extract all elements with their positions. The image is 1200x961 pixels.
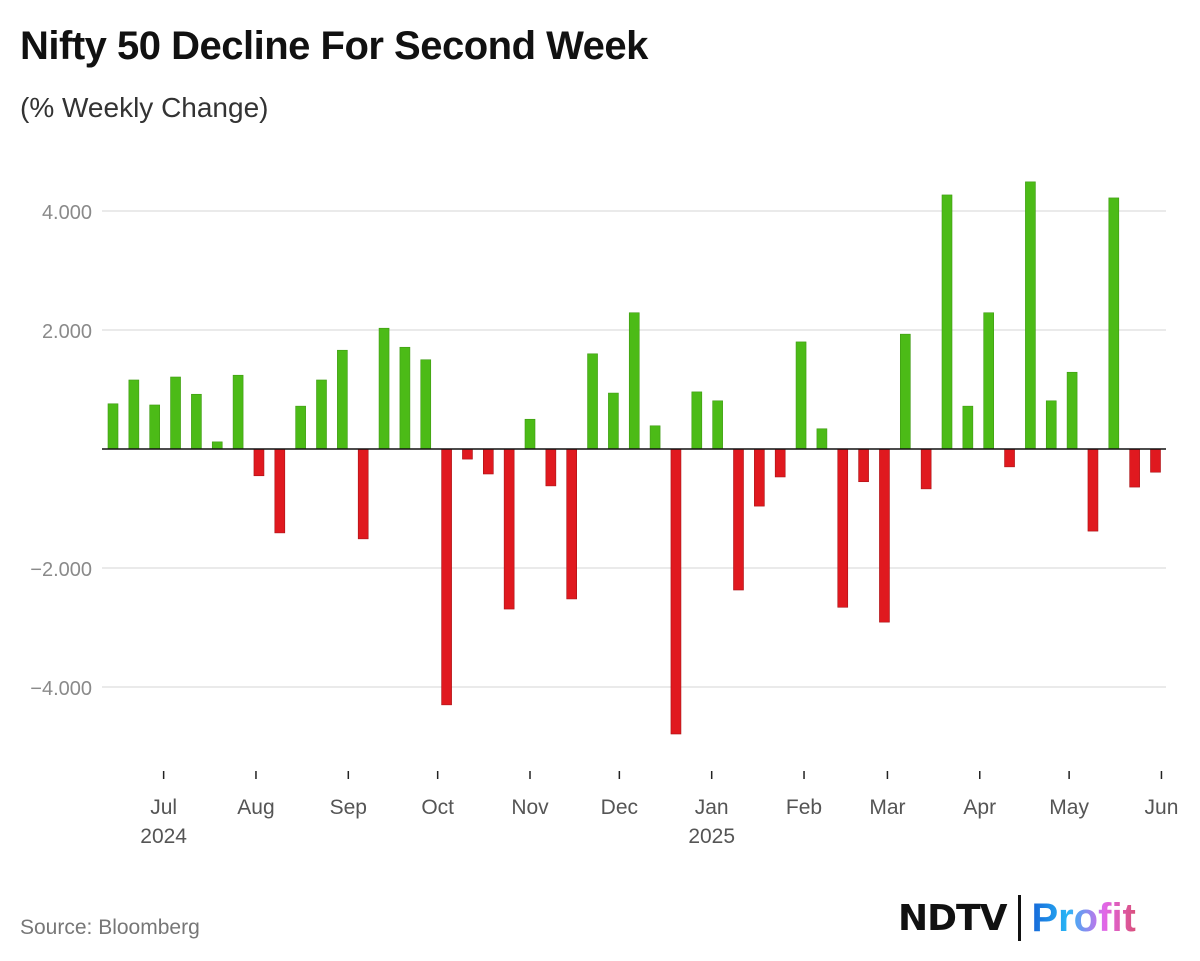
bar xyxy=(378,327,390,450)
bar xyxy=(462,448,473,460)
bar xyxy=(274,448,286,534)
chart-title: Nifty 50 Decline For Second Week xyxy=(20,24,648,68)
bar xyxy=(837,448,849,608)
x-tick-label: Dec xyxy=(601,796,638,819)
source-note: Source: Bloomberg xyxy=(20,916,200,939)
bar xyxy=(107,403,119,450)
bar xyxy=(962,405,974,450)
bar xyxy=(482,448,494,475)
bar xyxy=(170,376,181,450)
bar xyxy=(1150,448,1161,473)
bar xyxy=(545,448,557,487)
logo-divider xyxy=(1018,895,1022,941)
bar xyxy=(983,312,995,450)
bar xyxy=(128,379,140,450)
x-year-label: 2024 xyxy=(140,825,187,848)
bar xyxy=(524,418,536,450)
logo-ndtv: NDTV xyxy=(898,897,1007,939)
x-tick-label: Jan xyxy=(695,796,729,819)
y-tick-label: −4.000 xyxy=(30,678,92,700)
ndtv-profit-logo: NDTV Profit xyxy=(898,888,1136,948)
bar xyxy=(754,448,765,507)
bar xyxy=(920,448,932,490)
x-tick-label: Apr xyxy=(963,796,996,819)
bar xyxy=(795,341,807,450)
y-tick-label: 4.000 xyxy=(42,202,92,224)
bar xyxy=(211,441,223,450)
bar xyxy=(1045,400,1057,450)
bar xyxy=(1087,448,1099,532)
bar xyxy=(649,425,661,450)
bar xyxy=(774,448,786,478)
bar xyxy=(503,448,515,610)
bar xyxy=(587,353,598,450)
y-tick-label: 2.000 xyxy=(42,321,92,343)
bar xyxy=(941,194,953,450)
bar xyxy=(1066,371,1078,450)
bar xyxy=(670,448,682,735)
y-tick-label: −2.000 xyxy=(30,559,92,581)
bar xyxy=(1004,448,1015,468)
bar xyxy=(691,391,703,450)
x-tick-label: Aug xyxy=(237,796,274,819)
x-tick-label: Jun xyxy=(1145,796,1179,819)
bar xyxy=(337,349,348,450)
x-tick-label: May xyxy=(1049,796,1089,819)
bar xyxy=(712,400,723,450)
x-tick-label: Feb xyxy=(786,796,822,819)
x-tick-label: Nov xyxy=(511,796,549,819)
bar xyxy=(608,392,619,450)
bar xyxy=(879,448,890,623)
bar xyxy=(295,405,306,450)
bar xyxy=(191,393,202,450)
bar xyxy=(253,448,265,477)
x-year-label: 2025 xyxy=(688,825,735,848)
bar xyxy=(149,404,160,450)
bar xyxy=(441,448,452,706)
bar xyxy=(316,379,327,450)
bar xyxy=(733,448,744,591)
bar xyxy=(232,374,244,450)
x-tick-label: Mar xyxy=(869,796,905,819)
bar xyxy=(899,333,911,450)
bar xyxy=(1025,181,1036,450)
bar xyxy=(399,346,411,450)
bar xyxy=(357,448,369,540)
logo-profit: Profit xyxy=(1031,895,1136,940)
bar xyxy=(420,359,432,450)
bar xyxy=(1108,197,1120,450)
chart-subtitle: (% Weekly Change) xyxy=(20,92,269,123)
x-tick-label: Oct xyxy=(421,796,454,819)
x-tick-label: Jul xyxy=(150,796,177,819)
x-tick-label: Sep xyxy=(330,796,367,819)
bar xyxy=(1129,448,1140,488)
bar xyxy=(816,428,828,450)
bar xyxy=(566,448,578,600)
bar xyxy=(628,312,640,450)
bar xyxy=(858,448,869,483)
